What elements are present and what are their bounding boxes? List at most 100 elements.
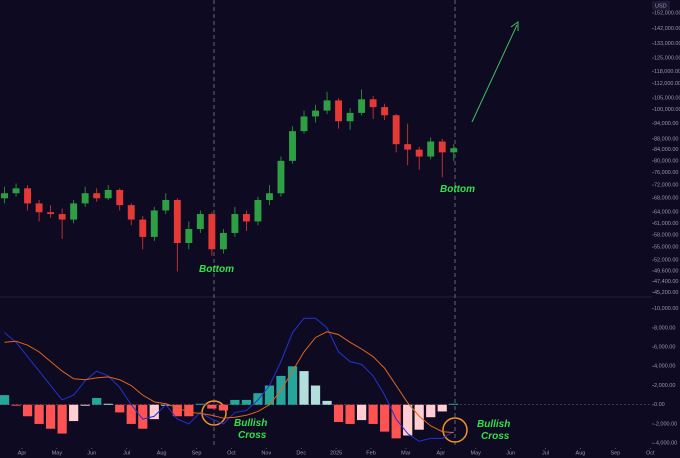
x-tick-label: Sep <box>192 450 202 456</box>
y-tick-label: -2,000.00 <box>654 421 677 427</box>
annotation: Cross <box>238 430 267 441</box>
candle-body <box>70 203 78 220</box>
histogram-bar <box>299 371 309 405</box>
histogram-bar <box>11 404 21 406</box>
histogram-bar <box>391 404 401 439</box>
candle-body <box>427 141 435 157</box>
x-tick-label: Jul <box>542 450 549 456</box>
candle-body <box>208 214 216 250</box>
candle-body <box>58 214 66 220</box>
candle-body <box>438 141 446 153</box>
y-tick-label: 55,000.00 <box>654 245 678 251</box>
histogram-bar <box>46 404 56 429</box>
histogram-bar <box>322 400 332 405</box>
histogram-bar <box>264 385 275 405</box>
histogram-bar <box>0 395 10 405</box>
y-tick-label: 2,000.00 <box>654 383 675 389</box>
histogram-bar <box>92 398 102 405</box>
y-tick-label: 68,000.00 <box>654 196 678 202</box>
y-tick-label: 45,200.00 <box>654 290 678 296</box>
y-tick-label: 64,000.00 <box>654 210 678 216</box>
candle-body <box>300 116 308 132</box>
histogram-bar <box>449 403 459 405</box>
histogram-bar <box>333 404 344 423</box>
histogram-bar <box>253 393 263 405</box>
y-tick-label: 105,000.00 <box>654 96 680 102</box>
candle-body <box>450 148 458 153</box>
highlight-circle <box>442 417 468 443</box>
histogram-bar <box>207 404 217 409</box>
y-tick-label: -4,000.00 <box>654 441 677 447</box>
histogram-bar <box>414 404 424 430</box>
candle-body <box>116 189 124 206</box>
y-tick-label: 61,000.00 <box>654 221 678 227</box>
candle-body <box>358 99 366 113</box>
histogram-bar <box>368 404 378 424</box>
x-tick-label: Jun <box>506 450 515 456</box>
histogram-bar <box>69 404 79 422</box>
unit-box <box>652 1 670 10</box>
y-tick-label: 47,400.00 <box>654 279 678 285</box>
x-tick-label: 2025 <box>330 450 342 456</box>
line-series <box>4 331 454 434</box>
histogram-bar <box>380 404 390 432</box>
candle-body <box>47 212 55 215</box>
y-tick-label: 49,600.00 <box>654 268 678 274</box>
candle-body <box>93 193 101 199</box>
x-tick-label: Sep <box>610 450 620 456</box>
histogram-bar <box>115 404 125 413</box>
x-tick-label: May <box>471 450 482 456</box>
candle-body <box>392 115 400 145</box>
marks: 152,000.00 142,000.00 133,000.00 125,000.00… <box>0 10 680 456</box>
candle-body <box>277 160 285 194</box>
x-tick-label: Apr <box>18 450 27 456</box>
histogram-bar <box>172 404 182 417</box>
candle-body <box>81 193 89 204</box>
histogram-bar <box>80 404 90 406</box>
histogram-bar <box>356 404 367 421</box>
y-tick-label: 112,000.00 <box>654 81 680 87</box>
y-tick-label: 133,000.00 <box>654 41 680 47</box>
candle-body <box>139 219 147 237</box>
y-tick-label: 10,000.00 <box>654 306 678 312</box>
candle-body <box>381 107 389 116</box>
candle-body <box>185 229 193 244</box>
histogram-bar <box>126 404 136 424</box>
histogram-bar <box>241 399 252 405</box>
x-tick-label: Apr <box>437 450 446 456</box>
y-tick-label: 76,000.00 <box>654 170 678 176</box>
y-tick-label: 118,000.00 <box>654 69 680 75</box>
histogram-bar <box>103 403 113 405</box>
histogram-bar <box>195 403 205 405</box>
histogram-bar <box>57 404 67 434</box>
x-tick-label: Jun <box>87 450 96 456</box>
candle-body <box>266 193 273 200</box>
candle-body <box>150 210 158 237</box>
histogram-bar <box>345 404 355 424</box>
annotation: Bullish <box>234 418 267 429</box>
y-tick-label: 125,000.00 <box>654 55 680 61</box>
candle-body <box>323 100 331 111</box>
candle-body <box>219 232 227 250</box>
histogram-bar <box>22 404 33 417</box>
y-tick-label: 94,000.00 <box>654 121 678 127</box>
x-tick-label: Jul <box>123 450 130 456</box>
annotation: Bottom <box>440 184 475 195</box>
candle-body <box>254 199 262 222</box>
y-tick-label: 84,000.00 <box>654 147 678 153</box>
y-tick-label: 100,000.00 <box>654 107 680 113</box>
candle-body <box>404 144 412 150</box>
annotation: Bottom <box>199 264 234 275</box>
histogram-bar <box>184 404 194 417</box>
y-tick-label: 52,000.00 <box>654 258 678 264</box>
histogram-bar <box>310 385 321 405</box>
y-tick-label: 6,000.00 <box>654 345 675 351</box>
y-tick-label: 80,000.00 <box>654 158 678 164</box>
histogram-bar <box>230 399 240 405</box>
y-tick-label: 152,000.00 <box>654 10 680 16</box>
candle-body <box>12 188 20 194</box>
candle-body <box>1 193 8 199</box>
candle-body <box>242 214 250 222</box>
